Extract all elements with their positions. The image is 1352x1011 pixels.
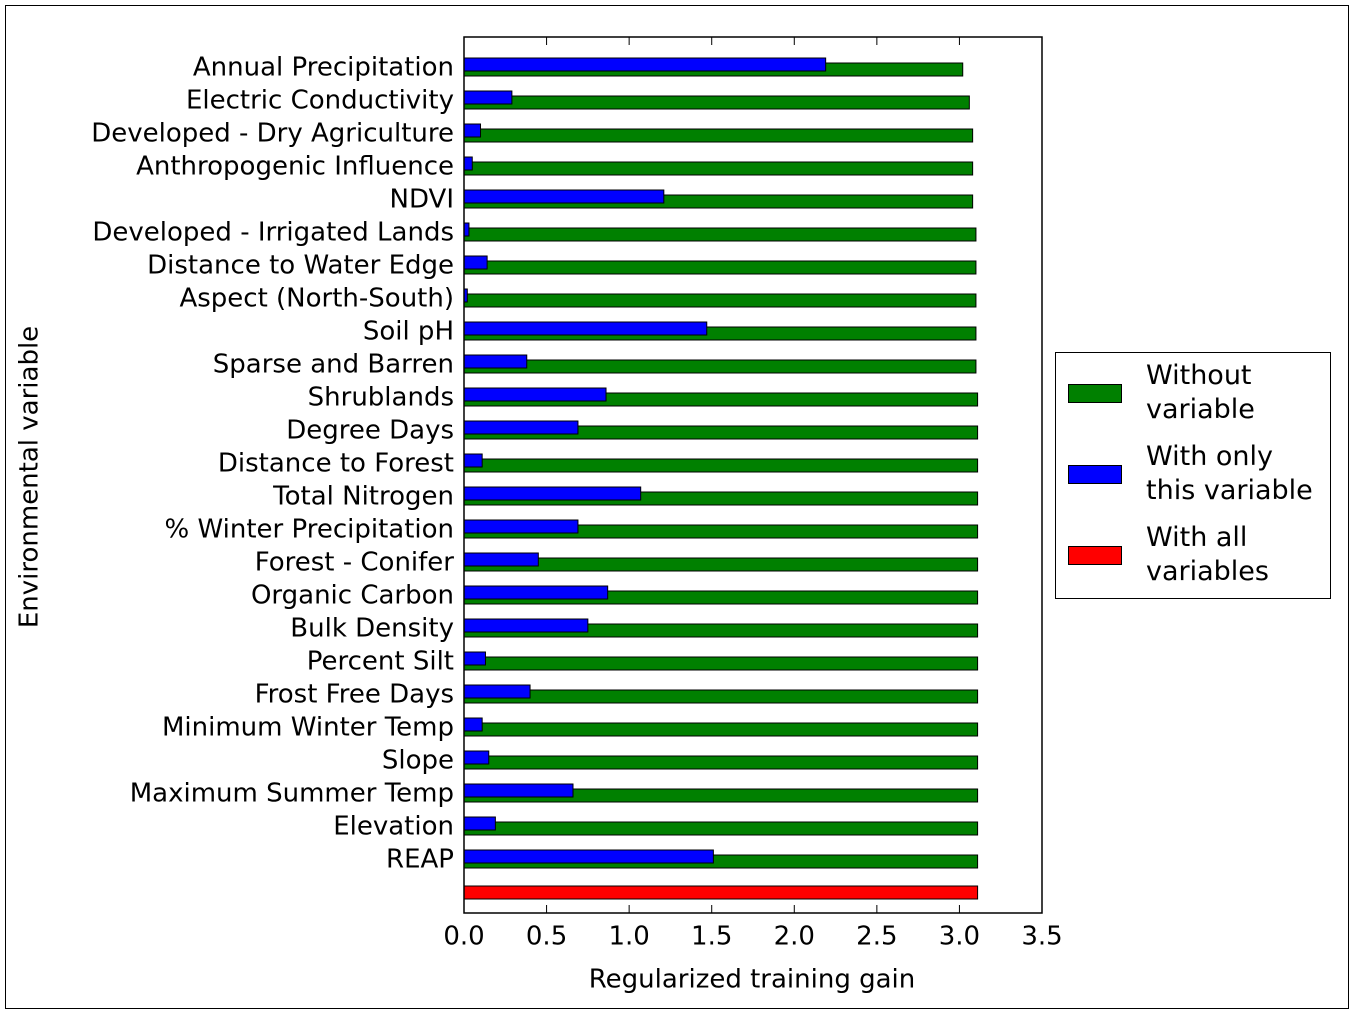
- bar: [463, 684, 531, 699]
- bar: [463, 486, 642, 501]
- y-tick-label: Sparse and Barren: [213, 350, 454, 380]
- bar: [463, 57, 827, 72]
- bar: [463, 90, 513, 105]
- legend-swatch: [1068, 545, 1122, 565]
- y-tick-label: Degree Days: [286, 416, 454, 446]
- bar: [463, 420, 579, 435]
- y-tick-label: Total Nitrogen: [272, 482, 454, 512]
- bar: [463, 618, 589, 633]
- bar: [463, 849, 714, 864]
- legend-swatch: [1068, 464, 1122, 484]
- y-tick-label: Organic Carbon: [251, 581, 454, 611]
- bar: [463, 123, 482, 138]
- bar: [463, 359, 977, 374]
- y-tick-label: Developed - Dry Agriculture: [91, 119, 454, 149]
- y-tick-label: Percent Silt: [307, 647, 454, 677]
- y-tick-label: Aspect (North-South): [179, 284, 454, 314]
- bar: [463, 651, 486, 666]
- bar: [463, 552, 539, 567]
- bar: [463, 255, 488, 270]
- y-tick-label: Elevation: [333, 812, 454, 842]
- bar: [463, 717, 483, 732]
- bar: [463, 156, 473, 171]
- bar: [463, 354, 528, 369]
- y-tick-label: Developed - Irrigated Lands: [92, 218, 454, 248]
- frame: [5, 5, 1349, 1009]
- x-tick-label: 1.5: [691, 922, 732, 952]
- x-axis-label: Regularized training gain: [589, 965, 916, 995]
- y-tick-label: Distance to Water Edge: [147, 251, 454, 281]
- legend-swatch: [1068, 383, 1122, 403]
- bar: [463, 783, 574, 798]
- x-tick-label: 2.0: [774, 922, 815, 952]
- legend-item: With all variables: [1056, 521, 1326, 589]
- y-tick-label: Minimum Winter Temp: [162, 713, 454, 743]
- x-tick-label: 2.5: [856, 922, 897, 952]
- bar: [463, 755, 979, 770]
- legend-item: With only this variable: [1056, 440, 1326, 508]
- x-tick-label: 0.0: [443, 922, 484, 952]
- y-tick-label: Soil pH: [363, 317, 454, 347]
- bar: [463, 189, 665, 204]
- legend-label: Without variable: [1146, 360, 1255, 425]
- y-tick-label: NDVI: [390, 185, 454, 215]
- bar: [463, 656, 979, 671]
- bar: [463, 821, 979, 836]
- y-tick-label: Bulk Density: [290, 614, 454, 644]
- bar: [463, 750, 490, 765]
- bar: [463, 260, 977, 275]
- x-tick-label: 0.5: [526, 922, 567, 952]
- y-tick-label: Annual Precipitation: [193, 53, 454, 83]
- legend-label: With only this variable: [1146, 441, 1313, 506]
- bar: [463, 321, 708, 336]
- bar: [463, 689, 979, 704]
- y-tick-label: Slope: [382, 746, 454, 776]
- bar: [463, 722, 979, 737]
- y-tick-label: Anthropogenic Influence: [136, 152, 454, 182]
- bar: [463, 557, 979, 572]
- bar: [463, 95, 970, 110]
- bar: [463, 387, 607, 402]
- y-tick-label: Forest - Conifer: [255, 548, 455, 578]
- y-tick-label: Electric Conductivity: [186, 86, 454, 116]
- bar: [463, 227, 977, 242]
- bar: [463, 161, 974, 176]
- y-tick-label: REAP: [386, 845, 454, 875]
- y-tick-label: Maximum Summer Temp: [130, 779, 454, 809]
- bar: [463, 585, 609, 600]
- x-tick-label: 1.0: [608, 922, 649, 952]
- y-tick-label: Distance to Forest: [218, 449, 454, 479]
- x-tick-label: 3.0: [939, 922, 980, 952]
- bar: [463, 519, 579, 534]
- legend: Without variable With only this variable W…: [1055, 352, 1331, 599]
- y-tick-label: Frost Free Days: [255, 680, 454, 710]
- y-tick-label: Shrublands: [308, 383, 454, 413]
- bar: [463, 885, 979, 900]
- x-tick-label: 3.5: [1021, 922, 1062, 952]
- bar: [463, 453, 483, 468]
- bar: [463, 293, 977, 308]
- y-tick-label: % Winter Precipitation: [165, 515, 454, 545]
- legend-item: Without variable: [1056, 359, 1326, 427]
- bar: [463, 128, 974, 143]
- bar: [463, 458, 979, 473]
- legend-label: With all variables: [1146, 522, 1269, 587]
- plot-frame: [463, 36, 1043, 914]
- bar: [463, 816, 496, 831]
- y-axis-label: Environmental variable: [15, 326, 45, 628]
